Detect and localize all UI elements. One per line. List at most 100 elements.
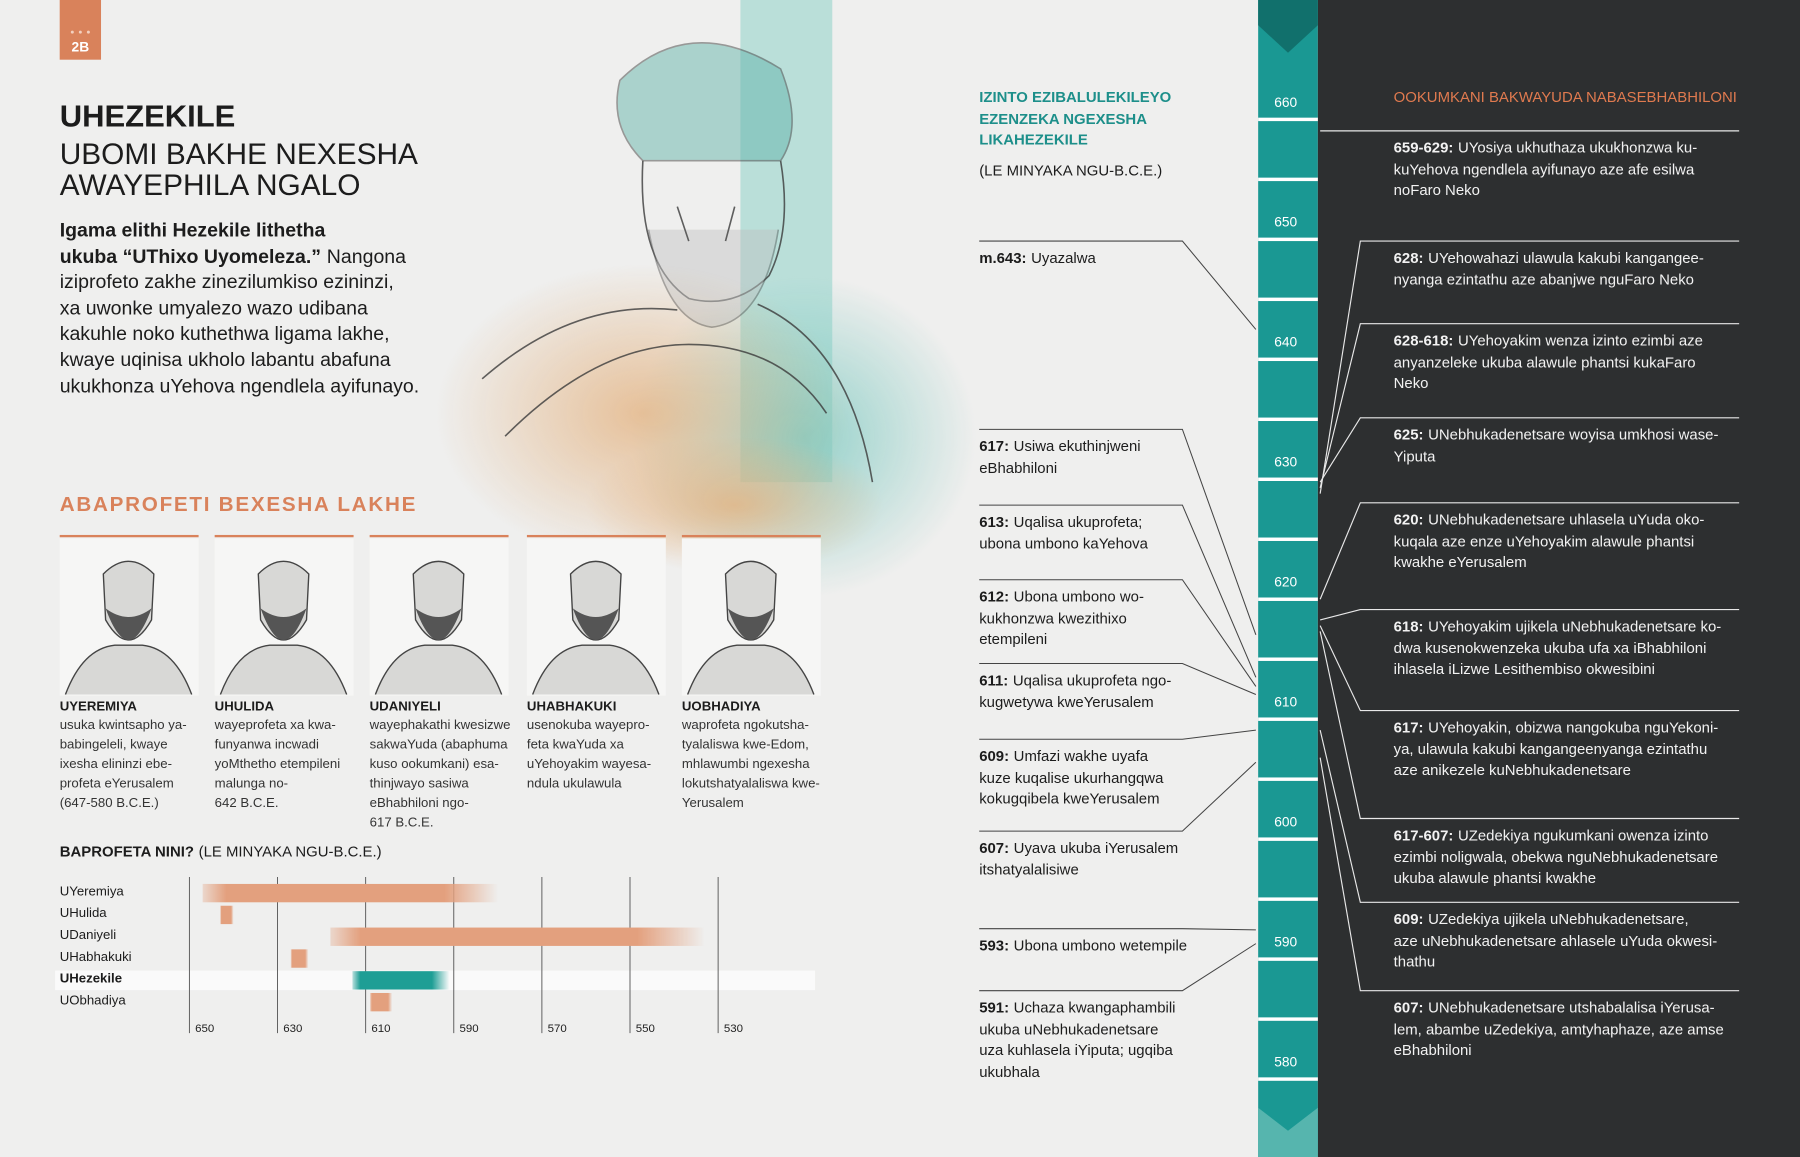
event-text: 628-618: UYehoyakim wenza izinto ezimbi a… [1394, 332, 1703, 349]
events-title: IZINTO EZIBALULEKILEYO [979, 88, 1172, 106]
x-tick-label: 650 [195, 1023, 214, 1035]
prophet-text: 642 B.C.E. [214, 796, 279, 811]
event-year: 625: [1393, 425, 1424, 444]
intro-line: ukuba “UThixo Uyomeleza.” Nangona [60, 245, 406, 268]
leader-line [1319, 240, 1740, 494]
event-text: Yiputa [1393, 447, 1436, 465]
event-text: Umfazi wakhe uyafa [1013, 747, 1149, 765]
portrait-beard [415, 608, 462, 640]
leader-line [1319, 417, 1740, 483]
card-rule [681, 534, 821, 538]
prophet-text: wayephakathi kwesizwe [369, 718, 511, 733]
leader-line [979, 428, 1257, 635]
event-text: ezimbi noligwala, obekwa nguNebhukadenet… [1393, 847, 1719, 865]
event-year: 611: [979, 671, 1009, 689]
prophet-text: profeta eYerusalem [59, 777, 174, 791]
leader-line [1319, 631, 1740, 820]
event-text: ukubhala [979, 1062, 1040, 1080]
event-year: 609: [979, 747, 1010, 765]
category-label: UYeremiya [59, 885, 124, 899]
events-note: (LE MINYAKA NGU-B.C.E.) [979, 161, 1163, 180]
x-tick-label: 570 [548, 1023, 567, 1035]
event-text: etempileni [979, 630, 1048, 648]
intro-text: ukukhonza uYehova ngendlela ayifunayo. [59, 374, 420, 397]
event-text: m.643: Uyazalwa [979, 249, 1096, 266]
subtitle: AWAYEPHILA NGALO [59, 167, 361, 203]
event-text: 613: Uqalisa ukuprofeta; [979, 513, 1142, 530]
event-year: 593: [979, 936, 1010, 954]
event-year: 659-629: [1393, 138, 1454, 157]
intro-text: kwaye uqinisa ukholo labantu abafuna [59, 348, 391, 371]
prophet-name: UDANIYELI [369, 700, 441, 715]
section-title: ABAPROFETI BEXESHA LAKHE [59, 492, 418, 516]
year-label: 610 [1274, 695, 1297, 710]
event-text: 609: UZedekiya ujikela uNebhukadenetsare, [1394, 910, 1689, 927]
event-text: anyanzeleke ukuba alawule phantsi kukaFa… [1393, 352, 1696, 371]
prophet-text: wayeprofeta xa kwa- [214, 718, 336, 733]
scale-line [1258, 717, 1318, 721]
event-text: eBhabhiloni [979, 458, 1058, 476]
prophet-text: usenokuba wayepro- [526, 718, 650, 733]
portrait-beard [105, 608, 152, 640]
x-tick-label: 550 [636, 1023, 655, 1035]
event-text: kuqala aze enze uYehoyakim alawule phant… [1393, 532, 1695, 550]
x-tick-label: 630 [283, 1023, 302, 1035]
intro-text: Nangona [326, 245, 407, 268]
event-text: aze uNebhukadenetsare ahlasele uYuda okw… [1393, 931, 1718, 949]
event-text: Usiwa ekuthinjweni [1013, 437, 1141, 455]
leader-line [1320, 608, 1740, 621]
card-rule [59, 534, 199, 538]
category-label: UDaniyeli [59, 928, 117, 943]
scale-line [1258, 297, 1318, 302]
event-text: UZedekiya ngukumkani owenza izinto [1457, 826, 1709, 844]
prophet-text: yoMthetho etempileni [214, 757, 341, 772]
event-text: UYehoyakin, obizwa nangokuba nguYekoni- [1428, 718, 1719, 736]
scale-line [1258, 597, 1318, 601]
range-bar [202, 883, 498, 903]
event-text: 628: UYehowahazi ulawula kakubi kangangee… [1394, 249, 1704, 266]
event-text: 591: Uchaza kwangaphambili [979, 999, 1175, 1016]
event-text: Uyava ukuba iYerusalem [1013, 839, 1179, 857]
event-year: m.643: [979, 249, 1027, 267]
leader-line [979, 663, 1257, 695]
chart-title: BAPROFETA NINI? (LE MINYAKA NGU-B.C.E.) [60, 843, 382, 860]
year-label: 660 [1274, 95, 1297, 110]
event-year: 617: [1393, 718, 1424, 736]
event-text: kukhonzwa kwezithixo [979, 608, 1127, 627]
page-tag: 2B [71, 39, 90, 56]
year-label: 600 [1274, 815, 1297, 830]
event-text: kokugqibela kweYerusalem [979, 789, 1160, 808]
leader-line [979, 761, 1257, 832]
chart-subtitle: (LE MINYAKA NGU-B.C.E.) [198, 842, 382, 860]
intro-bold: Igama elithi Hezekile lithetha [59, 219, 326, 242]
year-label: 640 [1274, 335, 1297, 350]
prophet-text: tyalaliswa kwe-Edom, [681, 738, 809, 752]
event-year: 628: [1393, 249, 1424, 267]
event-text: UYosiya ukhuthaza ukukhonzwa ku- [1457, 138, 1698, 157]
scale-line [1258, 957, 1318, 961]
prophet-text: malunga no- [214, 777, 289, 791]
portrait-beard [572, 608, 619, 640]
subtitle: UBOMI BAKHE NEXESHA [59, 136, 418, 172]
event-text: kuYehova ngendlela ayifunayo aze afe esi… [1393, 160, 1695, 178]
scale-line [1258, 237, 1318, 242]
event-text: noFaro Neko [1393, 181, 1480, 199]
prophet-text: funyanwa incwadi [214, 738, 319, 752]
range-bar [220, 905, 234, 925]
event-text: 618: UYehoyakim ujikela uNebhukadenetsare… [1394, 618, 1722, 635]
prophet-text: ndula ukulawula [526, 777, 622, 791]
event-year: 613: [979, 513, 1010, 531]
event-text: ukuba alawule phantsi kwakhe [1393, 869, 1597, 887]
event-text: ubona umbono kaYehova [979, 534, 1148, 552]
prophet-text: sakwaYuda (abaphuma [369, 738, 508, 752]
prophet-name: UYEREMIYA [59, 700, 137, 715]
event-text: Ubona umbono wetempile [1013, 936, 1188, 954]
x-tick-label: 530 [724, 1023, 743, 1035]
event-year: 628-618: [1393, 331, 1454, 349]
scale-line [1258, 357, 1318, 362]
event-text: 607: UNebhukadenetsare utshabalalisa iYer… [1394, 999, 1715, 1016]
event-text: 617: UYehoyakin, obizwa nangokuba nguYeko… [1394, 719, 1719, 736]
event-text: 611: Uqalisa ukuprofeta ngo- [979, 672, 1171, 689]
scale-line [1258, 177, 1318, 182]
event-year: 617-607: [1393, 826, 1454, 844]
